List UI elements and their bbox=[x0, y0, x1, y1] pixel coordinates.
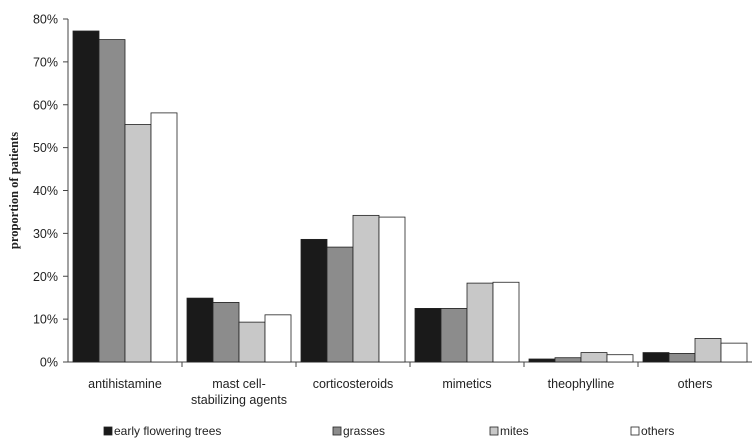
bar bbox=[238, 321, 266, 363]
bar bbox=[528, 358, 556, 363]
y-tick-label: 80% bbox=[33, 13, 58, 27]
bar bbox=[326, 246, 354, 363]
bar bbox=[300, 238, 328, 363]
y-tick-label: 50% bbox=[33, 141, 58, 155]
bar bbox=[694, 338, 722, 363]
bar bbox=[606, 354, 634, 363]
bar bbox=[378, 216, 406, 363]
x-tick-label: theophylline bbox=[548, 377, 615, 391]
axes bbox=[63, 18, 752, 367]
bar bbox=[642, 352, 670, 363]
x-tick-label: corticosteroids bbox=[313, 377, 394, 391]
y-tick-label: 60% bbox=[33, 98, 58, 112]
legend-swatch bbox=[630, 426, 640, 436]
bar bbox=[440, 308, 468, 363]
bar bbox=[492, 281, 520, 363]
legend-label: mites bbox=[500, 424, 529, 438]
legend-swatch bbox=[489, 426, 499, 436]
bar bbox=[150, 112, 178, 363]
bar bbox=[352, 214, 380, 363]
y-tick-label: 10% bbox=[33, 313, 58, 327]
legend-swatch bbox=[103, 426, 113, 436]
bar bbox=[554, 357, 582, 363]
bars bbox=[72, 30, 748, 363]
y-tick-labels: 0% 10% 20% 30% 40% 50% 60% 70% 80% bbox=[33, 13, 58, 370]
legend-label: grasses bbox=[343, 424, 385, 438]
y-tick-label: 30% bbox=[33, 227, 58, 241]
bar bbox=[466, 282, 494, 363]
y-tick-label: 0% bbox=[40, 356, 58, 370]
bar bbox=[186, 297, 214, 363]
y-tick-label: 20% bbox=[33, 270, 58, 284]
y-tick-label: 70% bbox=[33, 55, 58, 69]
legend-swatch bbox=[332, 426, 342, 436]
bar bbox=[212, 302, 240, 363]
x-tick-labels: antihistamine mast cell-stabilizing agent… bbox=[88, 377, 712, 407]
bar bbox=[720, 342, 748, 363]
bar bbox=[124, 124, 152, 363]
legend: early flowering trees grasses mites others bbox=[103, 424, 674, 438]
bar bbox=[264, 314, 292, 363]
y-tick-label: 40% bbox=[33, 184, 58, 198]
legend-label: early flowering trees bbox=[114, 424, 221, 438]
x-tick-label: mast cell-stabilizing agents bbox=[191, 377, 287, 407]
bar bbox=[98, 39, 126, 363]
y-axis-label: proportion of patients bbox=[7, 132, 21, 249]
bar bbox=[72, 30, 100, 363]
x-tick-label: others bbox=[678, 377, 713, 391]
x-tick-label: mimetics bbox=[442, 377, 491, 391]
bar bbox=[580, 352, 608, 363]
legend-label: others bbox=[641, 424, 674, 438]
x-tick-label: antihistamine bbox=[88, 377, 162, 391]
bar bbox=[668, 353, 696, 363]
bar bbox=[414, 308, 442, 363]
